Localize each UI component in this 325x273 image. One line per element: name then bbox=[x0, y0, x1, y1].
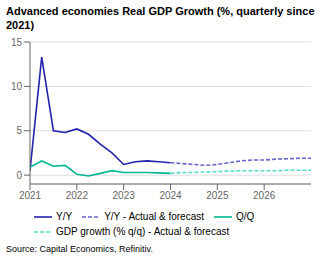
svg-text:0: 0 bbox=[16, 170, 22, 181]
html-text:GDP growth (% q/q) - Actual &: GDP growth (% q/q) - Actual & forecast bbox=[56, 226, 230, 237]
html-text:Y/Y - Actual & forecast: Y/Y - Actual & forecast bbox=[104, 211, 204, 222]
svg-text:2024: 2024 bbox=[159, 190, 182, 201]
svg-text:10: 10 bbox=[11, 81, 23, 92]
svg-text:2025: 2025 bbox=[206, 190, 229, 201]
html-text:Q/Q: Q/Q bbox=[236, 211, 255, 222]
svg-text:15: 15 bbox=[11, 37, 23, 48]
html-text:Source: Capital Economics, Ref: Source: Capital Economics, Refinitiv. bbox=[6, 244, 153, 254]
svg-text:2021: 2021 bbox=[19, 190, 42, 201]
svg-text:2026: 2026 bbox=[253, 190, 276, 201]
html-text:Advanced economies Real GDP Gr: Advanced economies Real GDP Growth (%, q… bbox=[6, 5, 315, 31]
html-text:Y/Y: Y/Y bbox=[56, 211, 73, 222]
svg-text:2022: 2022 bbox=[66, 190, 89, 201]
svg-text:5: 5 bbox=[16, 125, 22, 136]
svg-text:2023: 2023 bbox=[113, 190, 136, 201]
